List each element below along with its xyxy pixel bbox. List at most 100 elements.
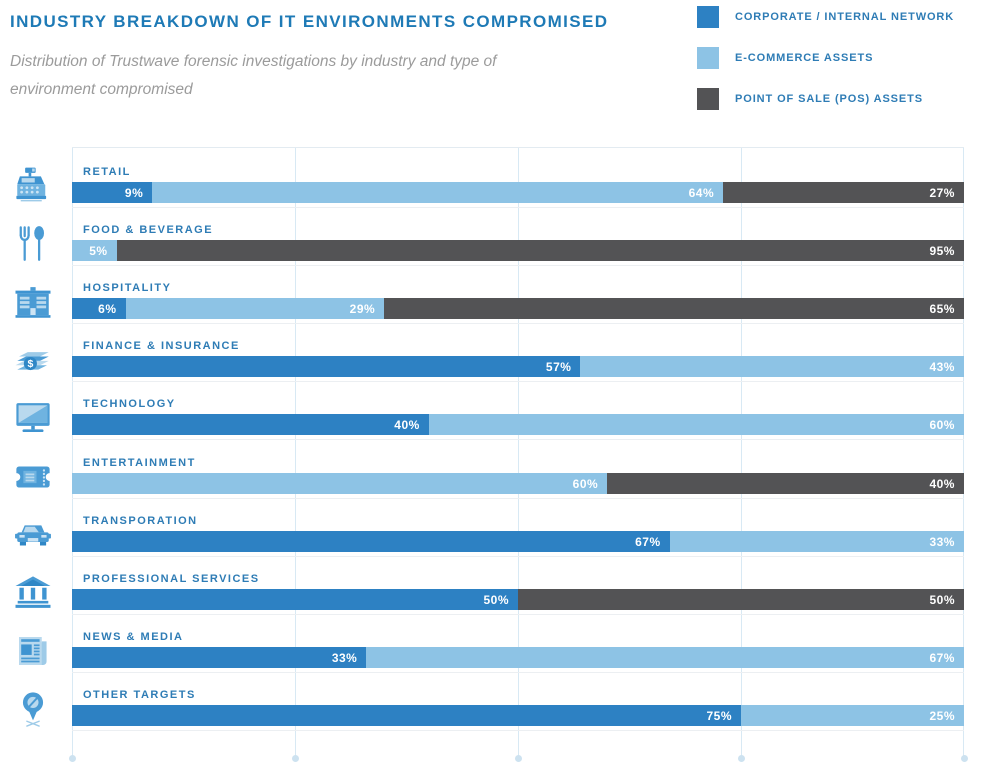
car-icon — [8, 512, 58, 558]
chart-subtitle: Distribution of Trustwave forensic inves… — [10, 53, 497, 98]
gridline-dot — [68, 755, 76, 762]
category-label: TECHNOLOGY — [83, 398, 176, 410]
segment-value-label: 6% — [98, 301, 117, 316]
bar-segment: 43% — [580, 356, 964, 377]
row-underline — [72, 207, 964, 208]
segment-value-label: 50% — [929, 592, 955, 607]
row-underline — [72, 614, 964, 615]
chart-title: INDUSTRY BREAKDOWN OF IT ENVIRONMENTS CO… — [10, 12, 609, 31]
segment-value-label: 64% — [688, 185, 715, 200]
category-label: PROFESSIONAL SERVICES — [83, 573, 260, 585]
stacked-bar: 40% 60% — [72, 414, 964, 435]
gridline-dot — [960, 755, 968, 762]
stacked-bar: 6% 29% 65% — [72, 298, 964, 319]
category-label: OTHER TARGETS — [83, 689, 196, 701]
category-label: ENTERTAINMENT — [83, 457, 196, 469]
legend: CORPORATE / INTERNAL NETWORK E-COMMERCE … — [697, 6, 987, 129]
bar-segment: 60% — [72, 473, 608, 494]
row-underline — [72, 265, 964, 266]
segment-value-label: 29% — [349, 301, 376, 316]
chart-row: PROFESSIONAL SERVICES 50% 50% — [72, 573, 964, 610]
segment-value-label: 65% — [929, 301, 955, 316]
bar-segment: 50% — [518, 589, 964, 610]
chart-row: FINANCE & INSURANCE 57% 43% — [72, 340, 964, 377]
legend-item-ecommerce: E-COMMERCE ASSETS — [697, 47, 987, 69]
bar-segment: 33% — [669, 531, 964, 552]
bar-segment: 25% — [741, 705, 964, 726]
newspaper-icon — [8, 628, 58, 674]
segment-value-label: 5% — [89, 243, 108, 258]
category-label: FOOD & BEVERAGE — [83, 224, 214, 236]
chart-row: FOOD & BEVERAGE 5% 95% — [72, 224, 964, 261]
gridline — [518, 148, 519, 756]
bar-segment: 6% — [72, 298, 126, 319]
segment-value-label: 67% — [929, 650, 955, 665]
row-underline — [72, 498, 964, 499]
segment-value-label: 40% — [929, 476, 955, 491]
chart-row: HOSPITALITY 6% 29% 65% — [72, 282, 964, 319]
segment-value-label: 9% — [124, 185, 144, 200]
bar-segment: 29% — [125, 298, 385, 319]
bar-segment: 95% — [116, 240, 964, 261]
row-underline — [72, 556, 964, 557]
bar-segment: 67% — [72, 531, 670, 552]
row-underline — [72, 381, 964, 382]
row-underline — [72, 730, 964, 731]
segment-value-label: 67% — [635, 534, 661, 549]
ticket-icon — [8, 454, 58, 500]
pos-swatch-icon — [697, 88, 719, 110]
bar-segment: 9% — [72, 182, 153, 203]
segment-value-label: 75% — [706, 708, 732, 723]
legend-item-corporate: CORPORATE / INTERNAL NETWORK — [697, 6, 987, 28]
stacked-bar: 9% 64% 27% — [72, 182, 964, 203]
chart-row: NEWS & MEDIA 33% 67% — [72, 631, 964, 668]
money-stack-icon: $ — [8, 337, 58, 383]
chart-row: TRANSPORATION 67% 33% — [72, 515, 964, 552]
ecommerce-swatch-icon — [697, 47, 719, 69]
chart-row: ENTERTAINMENT 60% 40% — [72, 457, 964, 494]
segment-value-label: 25% — [929, 708, 955, 723]
segment-value-label: 60% — [572, 476, 599, 491]
search-pin-icon — [8, 686, 58, 732]
row-underline — [72, 439, 964, 440]
segment-value-label: 50% — [483, 592, 509, 607]
chart-row: OTHER TARGETS 75% 25% — [72, 689, 964, 726]
bar-segment: 57% — [72, 356, 581, 377]
stacked-bar: 60% 40% — [72, 473, 964, 494]
bar-segment: 33% — [72, 647, 367, 668]
segment-value-label: 57% — [545, 359, 572, 374]
bar-segment: 50% — [72, 589, 518, 610]
legend-label: CORPORATE / INTERNAL NETWORK — [735, 11, 955, 23]
segment-value-label: 40% — [394, 417, 420, 432]
plot-area: RETAIL 9% 64% 27% FOOD & BEVERAGE 5% 95% HOSPIT… — [68, 147, 968, 762]
stacked-bar: 50% 50% — [72, 589, 964, 610]
category-label: TRANSPORATION — [83, 515, 198, 527]
gridline — [741, 148, 742, 756]
corporate-swatch-icon — [697, 6, 719, 28]
bar-segment: 60% — [428, 414, 964, 435]
segment-value-label: 27% — [929, 185, 955, 200]
chart-row: TECHNOLOGY 40% 60% — [72, 398, 964, 435]
category-label: FINANCE & INSURANCE — [83, 340, 240, 352]
bar-segment: 64% — [152, 182, 724, 203]
stacked-bar: 57% 43% — [72, 356, 964, 377]
bar-segment: 5% — [72, 240, 117, 261]
monitor-icon — [8, 395, 58, 441]
gridline-dot — [737, 755, 745, 762]
bar-segment: 65% — [384, 298, 964, 319]
segment-value-label: 33% — [929, 534, 955, 549]
segment-value-label: 95% — [929, 243, 955, 258]
segment-value-label: 60% — [929, 417, 955, 432]
row-underline — [72, 323, 964, 324]
category-label: HOSPITALITY — [83, 282, 172, 294]
gridline — [72, 148, 73, 756]
bar-segment: 27% — [723, 182, 964, 203]
bank-columns-icon — [8, 570, 58, 616]
bar-segment: 75% — [72, 705, 741, 726]
legend-label: POINT OF SALE (POS) ASSETS — [735, 93, 924, 105]
stacked-bar: 75% 25% — [72, 705, 964, 726]
row-underline — [72, 672, 964, 673]
stacked-bar: 67% 33% — [72, 531, 964, 552]
chart-row: RETAIL 9% 64% 27% — [72, 166, 964, 203]
